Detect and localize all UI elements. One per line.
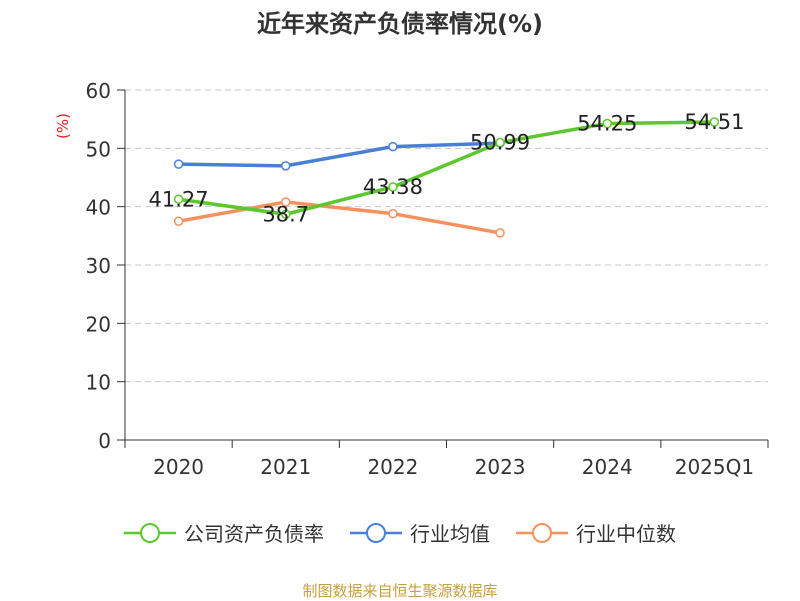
legend: 公司资产负债率 行业均值 行业中位数: [0, 518, 800, 547]
data-labels: 41.27 38.7 43.38 50.99 54.25 54.51: [149, 110, 745, 226]
legend-item[interactable]: 行业均值: [350, 518, 490, 547]
data-point: [281, 197, 291, 207]
y-tick-label: 40: [86, 196, 111, 220]
y-tick-label: 50: [86, 137, 111, 161]
series-line: [178, 141, 501, 168]
axes: 0 10 20 30 40 50 60 2020 2021 2022 2023 2024 2025Q1: [86, 79, 769, 479]
data-point: [281, 161, 291, 171]
legend-label: 公司资产负债率: [184, 522, 324, 546]
y-tick-label: 60: [86, 79, 111, 103]
data-point: [709, 117, 720, 127]
legend-label: 行业均值: [410, 522, 490, 546]
series: [173, 117, 720, 238]
data-point: [281, 209, 291, 219]
y-tick-label: 30: [86, 254, 111, 278]
x-tick-label: 2021: [260, 455, 311, 479]
data-label: 50.99: [470, 131, 530, 155]
legend-item[interactable]: 行业中位数: [516, 518, 676, 547]
legend-symbol-icon: [516, 522, 568, 543]
data-label: 54.51: [684, 110, 744, 134]
legend-symbol-icon: [350, 522, 402, 543]
legend-symbol-icon: [124, 522, 176, 543]
source-note: 制图数据来自恒生聚源数据库: [302, 582, 498, 600]
y-tick-label: 20: [86, 312, 111, 336]
x-tick-label: 2022: [367, 455, 418, 479]
x-tick-label: 2025Q1: [675, 455, 754, 479]
legend-item[interactable]: 公司资产负债率: [124, 518, 324, 547]
y-tick-label: 0: [98, 429, 111, 453]
data-point: [495, 228, 505, 238]
series-line: [178, 120, 715, 216]
data-label: 54.25: [577, 112, 637, 136]
data-point: [602, 118, 612, 129]
data-label: 43.38: [363, 175, 423, 199]
y-axis-label: (%): [54, 113, 72, 139]
y-tick-label: 10: [86, 371, 111, 395]
grid-lines: [125, 89, 768, 383]
x-tick-label: 2020: [153, 455, 204, 479]
data-point: [173, 216, 184, 226]
x-tick-label: 2024: [582, 455, 633, 479]
x-tick-label: 2023: [475, 455, 526, 479]
data-point: [388, 208, 398, 219]
chart-title: 近年来资产负债率情况(%): [257, 10, 543, 38]
data-point: [388, 182, 398, 192]
legend-label: 行业中位数: [576, 522, 676, 546]
data-label: 41.27: [149, 187, 209, 211]
data-label: 38.7: [262, 202, 309, 226]
data-point: [388, 141, 398, 152]
series-line: [178, 200, 501, 235]
data-point: [495, 137, 505, 148]
data-point: [173, 194, 184, 205]
data-point: [173, 159, 184, 169]
